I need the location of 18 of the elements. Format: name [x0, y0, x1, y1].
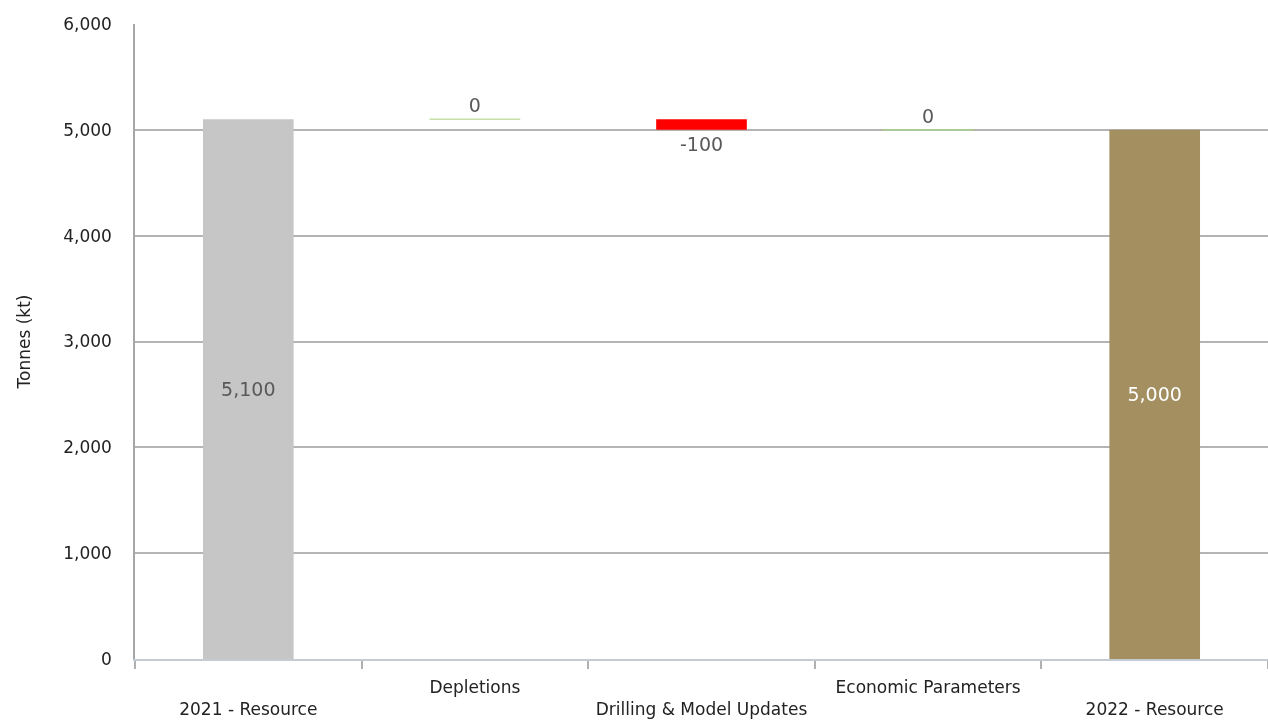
- y-tick-label: 6,000: [63, 13, 112, 34]
- y-tick-label: 2,000: [63, 437, 112, 458]
- data-label: 0: [468, 94, 481, 117]
- y-tick-label: 5,000: [63, 119, 112, 140]
- y-tick-label: 0: [101, 648, 112, 669]
- data-label: 5,000: [1127, 383, 1182, 406]
- x-tick-label: 2021 - Resource: [179, 699, 318, 720]
- y-axis-title: Tonnes (kt): [14, 294, 35, 390]
- y-tick-label: 4,000: [63, 225, 112, 246]
- x-tick-label: 2022 - Resource: [1085, 699, 1224, 720]
- data-label: -100: [679, 132, 724, 155]
- y-tick-label: 1,000: [63, 543, 112, 564]
- x-tick-label: Depletions: [429, 677, 521, 698]
- x-tick-label: Drilling & Model Updates: [595, 699, 808, 720]
- data-label: 0: [922, 104, 935, 127]
- x-tick-label: Economic Parameters: [835, 677, 1021, 698]
- y-tick-label: 3,000: [63, 331, 112, 352]
- data-label: 5,100: [221, 378, 276, 401]
